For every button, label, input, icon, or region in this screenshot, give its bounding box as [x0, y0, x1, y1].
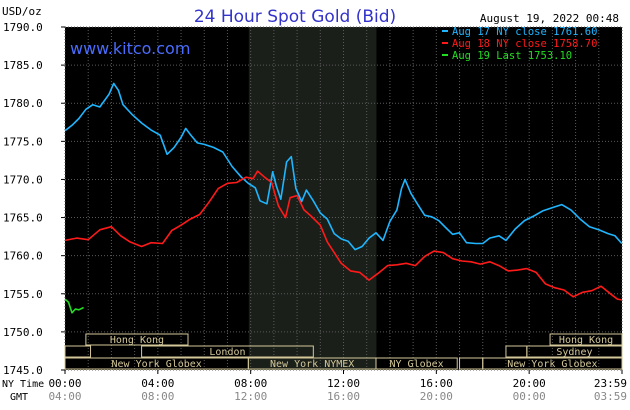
x-tick-label-gmt: 03:59	[594, 390, 627, 403]
x-tick-label-ny: 04:00	[141, 377, 174, 390]
y-tick-label: 1790.0	[3, 21, 43, 34]
session-label: Sydney	[556, 347, 592, 358]
x-tick-label-ny: 16:00	[420, 377, 453, 390]
y-tick-label: 1760.0	[3, 250, 43, 263]
session-label: Hong Kong	[559, 335, 613, 346]
chart-timestamp: August 19, 2022 00:48	[480, 12, 619, 25]
y-tick-label: 1775.0	[3, 135, 43, 148]
series-line	[64, 298, 84, 314]
session-label: London	[209, 347, 245, 358]
legend-entry: Aug 17 NY close 1761.60	[452, 26, 597, 38]
session-box	[85, 333, 189, 346]
x-tick-label-gmt: 08:00	[141, 390, 174, 403]
x-tick-label-ny: 20:00	[513, 377, 546, 390]
session-label: New York Globex	[112, 359, 202, 370]
price-series	[64, 82, 623, 314]
series-line	[64, 170, 622, 301]
trading-sessions: Hong Kong London New York Globex New York N…	[64, 333, 623, 370]
x-axis-label-gmt: GMT	[10, 392, 28, 403]
x-axis-ticks: 00:0004:0004:0008:0008:0012:0012:0016:00…	[48, 370, 627, 403]
kitco-watermark: www.kitco.com	[70, 39, 190, 58]
x-axis-label-ny-time: NY Time	[2, 379, 44, 390]
session-label: New York Globex	[507, 359, 597, 370]
y-tick-label: 1785.0	[3, 59, 43, 72]
session-box	[549, 333, 623, 346]
y-tick-label: 1745.0	[3, 364, 43, 377]
y-tick-label: 1780.0	[3, 97, 43, 110]
y-axis-unit: USD/oz	[2, 5, 42, 18]
series-line	[64, 82, 623, 251]
x-tick-label-ny: 23:59	[594, 377, 627, 390]
x-tick-label-gmt: 12:00	[234, 390, 267, 403]
session-label: New York NYMEX	[270, 359, 354, 370]
x-tick-label-ny: 08:00	[234, 377, 267, 390]
x-tick-label-gmt: 20:00	[420, 390, 453, 403]
chart-title: 24 Hour Spot Gold (Bid)	[194, 7, 396, 27]
x-tick-label-gmt: 16:00	[327, 390, 360, 403]
session-box	[459, 357, 484, 370]
legend-entry: Aug 19 Last 1753.10	[452, 50, 572, 62]
session-box	[505, 345, 528, 358]
x-tick-label-ny: 00:00	[48, 377, 81, 390]
session-label: NY Globex	[390, 359, 444, 370]
y-tick-label: 1755.0	[3, 288, 43, 301]
session-box	[64, 345, 92, 358]
x-tick-label-ny: 12:00	[327, 377, 360, 390]
x-tick-label-gmt: 00:00	[513, 390, 546, 403]
session-box	[141, 345, 314, 358]
y-axis-ticks: 1790.0 1785.0 1780.0 1775.0 1770.0 1765.0 1760…	[3, 21, 65, 377]
y-tick-label: 1765.0	[3, 212, 43, 225]
y-tick-label: 1770.0	[3, 173, 43, 186]
legend-entry: Aug 18 NY close 1758.70	[452, 38, 597, 50]
x-tick-label-gmt: 04:00	[48, 390, 81, 403]
session-box	[375, 357, 458, 370]
session-label: Hong Kong	[110, 335, 164, 346]
y-tick-label: 1750.0	[3, 326, 43, 339]
